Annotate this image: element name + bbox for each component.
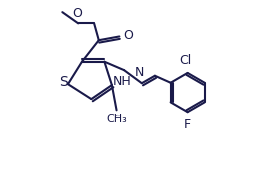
- Text: F: F: [184, 118, 191, 131]
- Text: N: N: [134, 66, 144, 79]
- Text: NH: NH: [113, 75, 131, 88]
- Text: O: O: [123, 29, 133, 42]
- Text: O: O: [72, 7, 82, 20]
- Text: CH₃: CH₃: [106, 114, 127, 124]
- Text: Cl: Cl: [180, 54, 192, 67]
- Text: S: S: [59, 75, 68, 89]
- Text: methyl: methyl: [116, 115, 121, 116]
